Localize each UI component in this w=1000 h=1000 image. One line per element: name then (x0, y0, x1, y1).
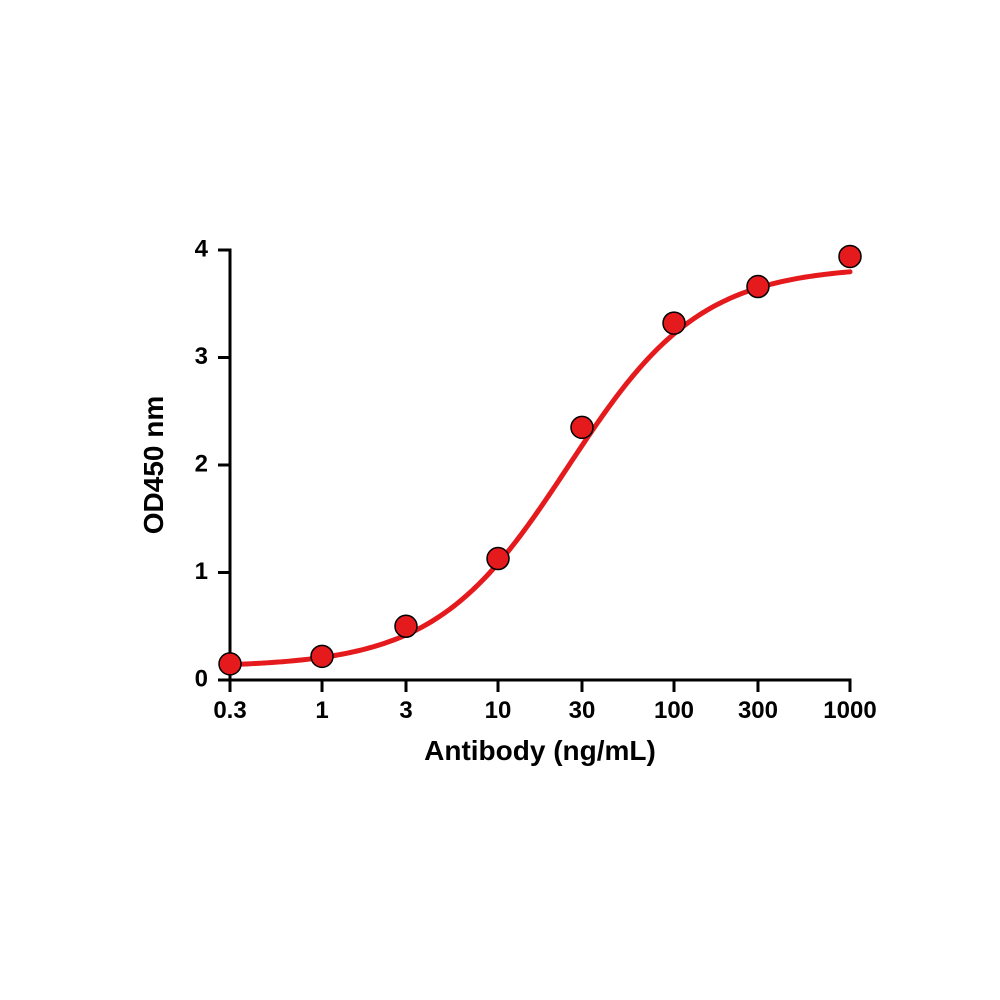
data-point (311, 645, 333, 667)
x-tick-label: 30 (569, 697, 596, 724)
y-tick-label: 2 (195, 450, 208, 477)
y-tick-label: 0 (195, 665, 208, 692)
dose-response-chart: 0 1 2 3 4 0.3 1 3 10 30 100 300 1000 Antibody (ng/mL)… (0, 0, 1000, 1000)
x-tick-label: 3 (399, 697, 412, 724)
data-point (395, 615, 417, 637)
data-point (487, 548, 509, 570)
x-tick-label: 300 (738, 697, 778, 724)
y-tick-label: 3 (195, 343, 208, 370)
chart-container: 0 1 2 3 4 0.3 1 3 10 30 100 300 1000 Antibody (ng/mL)… (0, 0, 1000, 1000)
data-point (219, 653, 241, 675)
x-tick-label: 1 (315, 697, 328, 724)
y-tick-label: 4 (195, 235, 209, 262)
x-tick-label: 1000 (823, 697, 876, 724)
x-axis-title: Antibody (ng/mL) (424, 735, 656, 766)
y-tick-label: 1 (195, 558, 208, 585)
data-point (747, 276, 769, 298)
data-point (839, 245, 861, 267)
data-point (571, 416, 593, 438)
data-point (663, 312, 685, 334)
x-tick-label: 10 (485, 697, 512, 724)
y-axis-title: OD450 nm (138, 396, 169, 535)
x-tick-label: 100 (654, 697, 694, 724)
x-tick-label: 0.3 (213, 697, 246, 724)
